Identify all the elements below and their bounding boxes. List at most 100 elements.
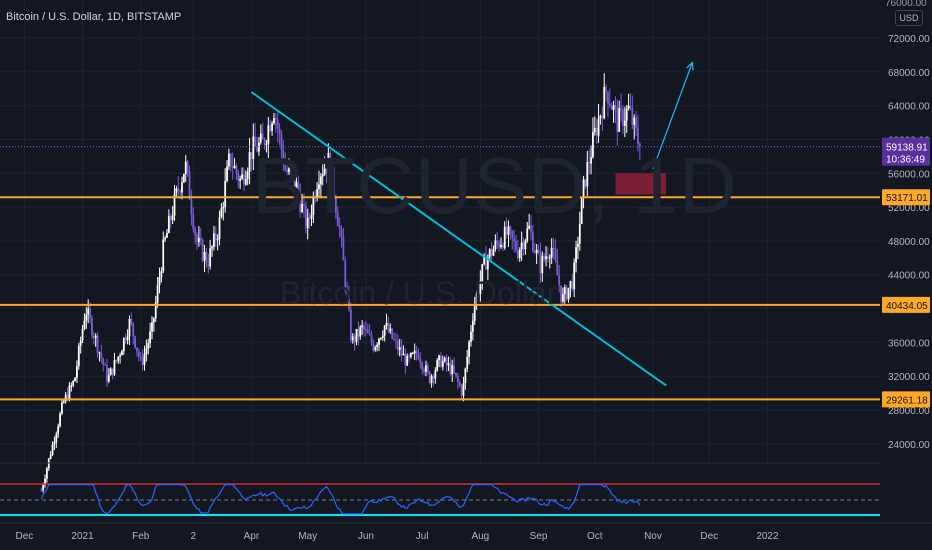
candle	[190, 189, 193, 226]
candle	[625, 104, 628, 133]
candle	[612, 100, 615, 123]
candle	[528, 213, 531, 230]
candle	[466, 350, 469, 373]
candle	[455, 372, 457, 379]
candle	[199, 227, 202, 246]
candle	[246, 167, 249, 186]
price-tick-label: 28000.00	[888, 406, 930, 417]
time-tick-label: Feb	[132, 531, 150, 542]
candle	[113, 352, 116, 376]
candle	[323, 156, 326, 176]
candle	[607, 90, 609, 118]
candle	[295, 177, 298, 189]
candle	[216, 234, 219, 251]
price-axis-top-label: 76000.00	[885, 0, 927, 9]
candle	[411, 351, 414, 355]
symbol-watermark-subtitle: Bitcoin / U.S. Dollar	[280, 275, 558, 311]
candle	[428, 370, 431, 385]
symbol-title[interactable]: Bitcoin / U.S. Dollar, 1D, BITSTAMP	[6, 11, 182, 23]
candle	[616, 99, 619, 146]
trendline[interactable]	[250, 91, 667, 387]
candle	[79, 336, 82, 354]
candle	[470, 325, 472, 347]
target-arrow[interactable]	[652, 61, 694, 170]
candle	[132, 322, 135, 345]
candle	[160, 267, 163, 283]
candle	[488, 248, 491, 262]
candle	[214, 226, 217, 248]
candle	[522, 237, 525, 256]
price-tick-label: 32000.00	[888, 372, 930, 383]
candle	[325, 168, 328, 184]
candle	[256, 136, 258, 153]
candle	[584, 179, 587, 189]
candle	[387, 316, 390, 333]
candle	[586, 151, 589, 197]
candle	[545, 246, 547, 267]
candle	[104, 362, 106, 366]
candle	[147, 338, 150, 355]
candle	[55, 431, 58, 449]
candle	[145, 339, 148, 362]
candle	[137, 348, 140, 362]
candle	[361, 320, 364, 335]
svg-text:53171.01: 53171.01	[886, 193, 928, 204]
candle	[136, 347, 138, 357]
candle	[492, 245, 495, 257]
candle	[419, 352, 422, 369]
candle	[406, 353, 409, 367]
candle	[558, 264, 561, 293]
time-axis[interactable]: Dec 2021 Feb 2 Apr May Jun Jul Aug Sep Oct Nov Dec 20…	[0, 522, 932, 542]
candle	[391, 327, 394, 340]
candle	[516, 240, 519, 261]
candle	[620, 93, 622, 122]
candle	[441, 355, 444, 371]
candle	[271, 121, 273, 136]
candle	[334, 194, 337, 220]
candle	[530, 215, 532, 240]
candle	[531, 224, 534, 253]
supply-zone[interactable]	[615, 173, 667, 195]
candle	[578, 211, 581, 251]
time-tick-label: Jun	[358, 531, 374, 542]
candle	[228, 148, 230, 170]
candle	[106, 359, 108, 387]
candle	[77, 343, 80, 370]
candle	[201, 237, 204, 263]
candle	[498, 239, 501, 252]
candle	[575, 240, 577, 273]
candle	[483, 253, 486, 266]
candle	[83, 313, 86, 331]
candle	[479, 270, 482, 302]
candle	[434, 367, 437, 384]
candle	[400, 339, 403, 362]
candle	[87, 299, 90, 324]
candle	[267, 117, 270, 158]
candle	[117, 356, 120, 364]
candle	[229, 152, 232, 172]
candle	[372, 339, 375, 353]
candle	[351, 333, 354, 344]
candle	[614, 96, 617, 124]
candle	[289, 166, 292, 179]
candle	[224, 168, 227, 213]
candle	[181, 176, 183, 200]
currency-button[interactable]: USD	[895, 10, 923, 26]
svg-text:29261.18: 29261.18	[886, 395, 928, 406]
candle	[177, 175, 180, 199]
level-price-badge: 53171.01	[882, 189, 930, 206]
candle	[520, 231, 523, 262]
candle	[477, 288, 480, 299]
price-tick-label: 44000.00	[888, 271, 930, 282]
candle	[96, 332, 99, 358]
price-axis[interactable]: 72000.0068000.0064000.0060000.0056000.00…	[880, 0, 932, 550]
rsi-pane[interactable]: 0.00	[0, 462, 908, 522]
candle	[226, 160, 228, 183]
candle	[349, 302, 352, 343]
candle	[220, 203, 223, 219]
candle	[184, 155, 187, 182]
candle	[81, 324, 84, 344]
candle	[451, 359, 454, 383]
